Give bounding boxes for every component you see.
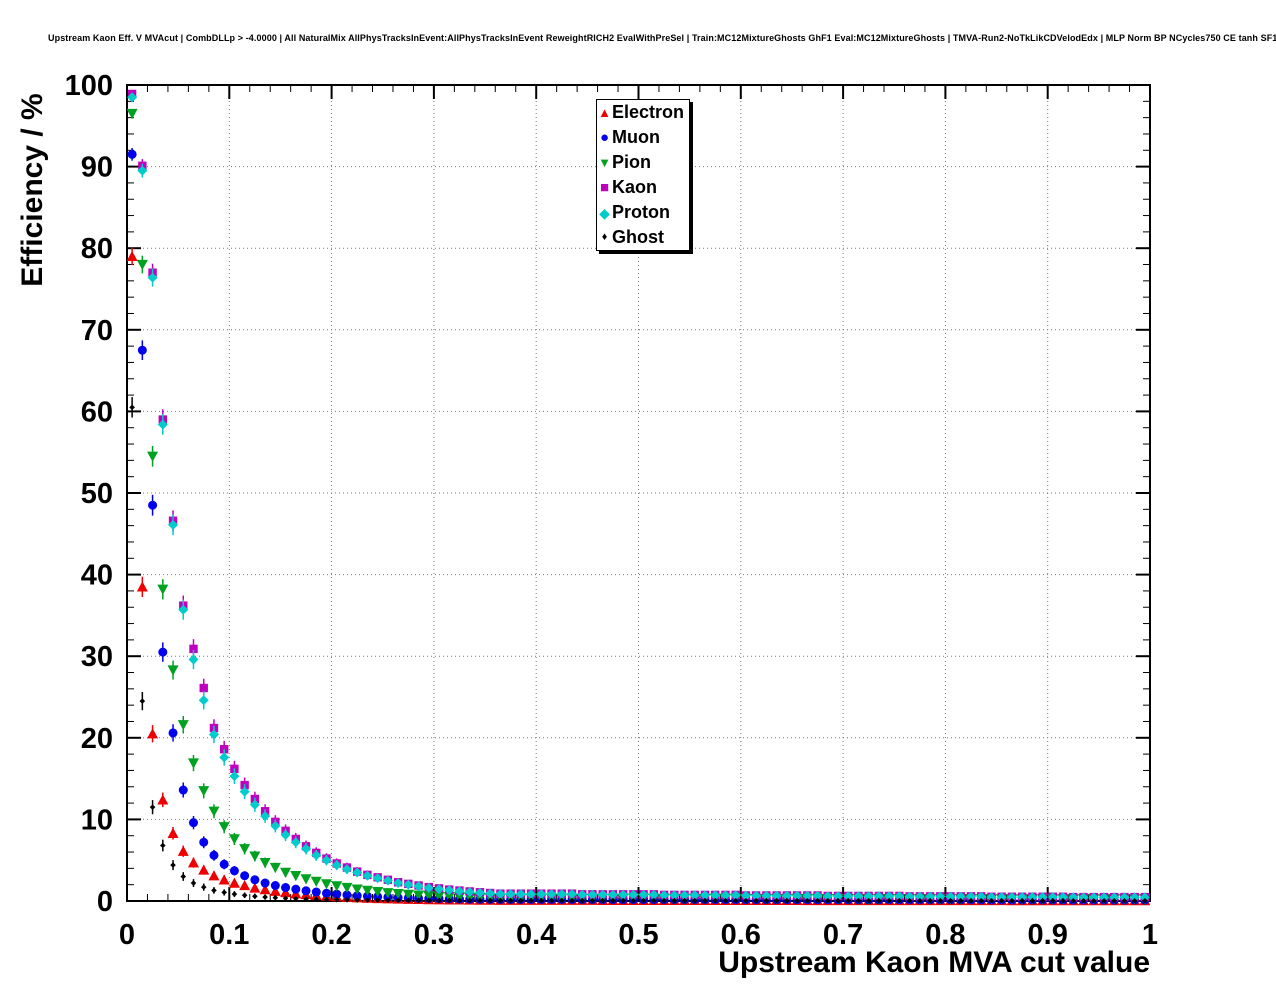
- legend-entry-pion: ▼ Pion: [597, 150, 689, 175]
- svg-text:0.2: 0.2: [311, 919, 351, 951]
- x-axis-tick-labels: 0 0.1 0.2 0.3 0.4 0.5 0.6 0.7 0.8 0.9 1: [119, 919, 1158, 951]
- legend-entry-electron: ▲ Electron: [597, 100, 689, 125]
- svg-text:0: 0: [119, 919, 135, 951]
- x-axis-title: Upstream Kaon MVA cut value: [718, 946, 1150, 979]
- svg-text:0.1: 0.1: [209, 919, 249, 951]
- proton-marker-icon: ◆: [599, 204, 610, 221]
- legend-label: Kaon: [612, 177, 657, 197]
- legend-label: Ghost: [612, 227, 664, 247]
- y-axis-title: Efficiency / %: [16, 93, 49, 286]
- svg-text:20: 20: [81, 723, 113, 755]
- svg-text:0: 0: [97, 886, 113, 918]
- y-axis-tick-labels: 0 10 20 30 40 50 60 70 80 90 100: [65, 70, 113, 918]
- svg-text:0.5: 0.5: [618, 919, 658, 951]
- series-proton: [127, 92, 1150, 903]
- ghost-marker-icon: ♦: [601, 231, 608, 243]
- grid-lines: [127, 85, 1150, 901]
- axis-ticks: [126, 84, 1151, 902]
- legend-label: Pion: [612, 152, 651, 172]
- svg-text:0.9: 0.9: [1028, 919, 1068, 951]
- legend-entry-muon: ● Muon: [597, 125, 689, 150]
- legend-label: Proton: [612, 202, 670, 222]
- axis-minor-ticks: [127, 85, 1150, 901]
- svg-text:50: 50: [81, 478, 113, 510]
- svg-text:100: 100: [65, 70, 113, 102]
- svg-text:60: 60: [81, 396, 113, 428]
- svg-text:0.6: 0.6: [721, 919, 761, 951]
- svg-text:0.4: 0.4: [516, 919, 556, 951]
- muon-marker-icon: ●: [599, 129, 610, 146]
- chart-title: Upstream Kaon Eff. V MVAcut | CombDLLp >…: [48, 33, 1276, 43]
- svg-text:80: 80: [81, 233, 113, 265]
- legend-label: Electron: [612, 102, 685, 122]
- svg-text:40: 40: [81, 560, 113, 592]
- svg-text:0.8: 0.8: [925, 919, 965, 951]
- legend-entry-proton: ◆ Proton: [597, 200, 689, 225]
- svg-text:70: 70: [81, 315, 113, 347]
- svg-text:30: 30: [81, 641, 113, 673]
- svg-text:0.3: 0.3: [414, 919, 454, 951]
- svg-text:0.7: 0.7: [823, 919, 863, 951]
- legend-label: Muon: [612, 127, 660, 147]
- svg-text:1: 1: [1142, 919, 1158, 951]
- svg-text:10: 10: [81, 804, 113, 836]
- electron-marker-icon: ▲: [598, 105, 611, 120]
- pion-marker-icon: ▼: [598, 155, 611, 170]
- legend-entry-kaon: ■ Kaon: [597, 175, 689, 200]
- legend-box: ▲ Electron ● Muon ▼ Pion ■ Kaon ◆ Proton ♦ Ghost: [596, 99, 690, 251]
- svg-text:90: 90: [81, 152, 113, 184]
- kaon-marker-icon: ■: [599, 179, 610, 196]
- legend-entry-ghost: ♦ Ghost: [597, 225, 689, 250]
- series-ghost: [129, 397, 1148, 904]
